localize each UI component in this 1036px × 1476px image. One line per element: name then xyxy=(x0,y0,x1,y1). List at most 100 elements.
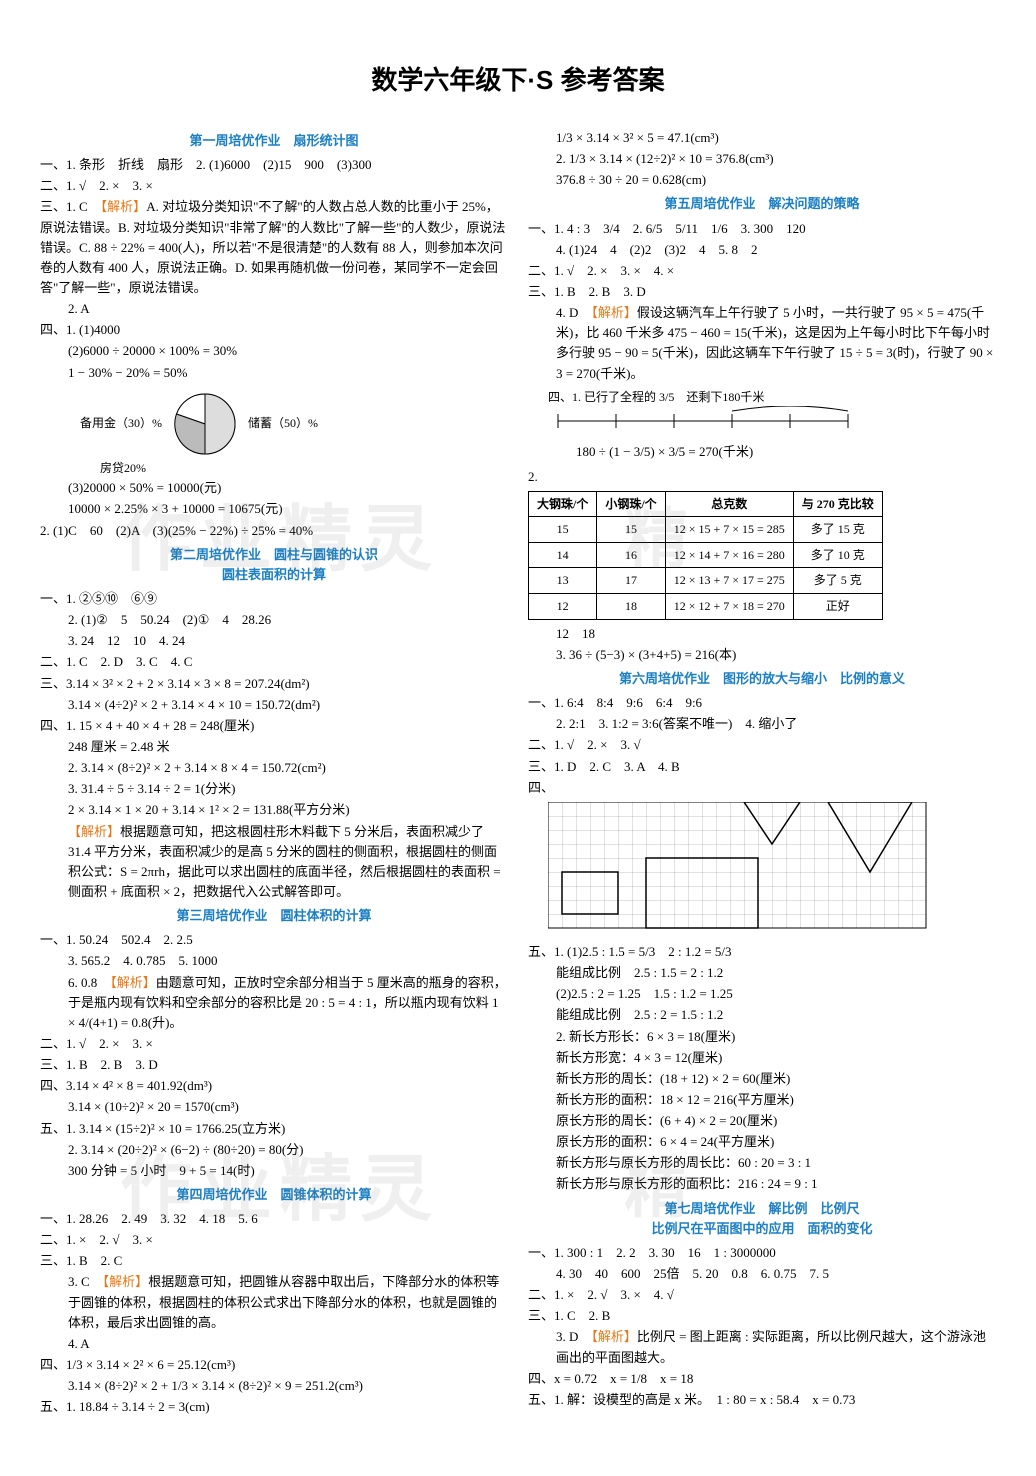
table-cell: 14 xyxy=(529,542,597,568)
text-line: 新长方形与原长方形的周长比：60 : 20 = 3 : 1 xyxy=(528,1153,996,1173)
table-cell: 15 xyxy=(529,517,597,543)
text-line: 三、1. D 2. C 3. A 4. B xyxy=(528,757,996,777)
text-line: 三、1. C 2. B xyxy=(528,1306,996,1326)
text-line: 原长方形的面积：6 × 4 = 24(平方厘米) xyxy=(528,1132,996,1152)
text-line: 三、3.14 × 3² × 2 + 2 × 3.14 × 3 × 8 = 207… xyxy=(40,674,508,694)
text-line: 四、x = 0.72 x = 1/8 x = 18 xyxy=(528,1369,996,1389)
week2-header: 第二周培优作业 圆柱与圆锥的认识 圆柱表面积的计算 xyxy=(40,545,508,585)
text-line: 五、1. (1)2.5 : 1.5 = 5/3 2 : 1.2 = 5/3 xyxy=(528,942,996,962)
text-line: 二、1. C 2. D 3. C 4. C xyxy=(40,652,508,672)
text-line: 五、1. 3.14 × (15÷2)² × 10 = 1766.25(立方米) xyxy=(40,1119,508,1139)
content-columns: 第一周培优作业 扇形统计图 一、1. 条形 折线 扇形 2. (1)6000 (… xyxy=(40,127,996,1418)
text-line: 3. D 【解析】比例尺 = 图上距离 : 实际距离，所以比例尺越大，这个游泳池… xyxy=(528,1327,996,1367)
text-line: 一、1. 6:4 8:4 9:6 6:4 9:6 xyxy=(528,693,996,713)
analysis-label: 【解析】 xyxy=(110,975,156,990)
table-cell: 15 xyxy=(597,517,665,543)
text-line: 3.14 × (8÷2)² × 2 + 1/3 × 3.14 × (8÷2)² … xyxy=(40,1376,508,1396)
text-line: 一、1. 300 : 1 2. 2 3. 30 16 1 : 3000000 xyxy=(528,1243,996,1263)
text-line: 一、1. 28.26 2. 49 3. 32 4. 18 5. 6 xyxy=(40,1209,508,1229)
text-line: 一、1. 50.24 502.4 2. 2.5 xyxy=(40,930,508,950)
text: 三、1. C xyxy=(40,199,101,214)
text-line: 能组成比例 2.5 : 1.5 = 2 : 1.2 xyxy=(528,963,996,983)
steel-ball-table: 大钢珠/个 小钢珠/个 总克数 与 270 克比较 15 15 12 × 15 … xyxy=(528,491,883,620)
nl-calc: 180 ÷ (1 − 3/5) × 3/5 = 270(千米) xyxy=(548,442,996,462)
text-line: 四、3.14 × 4² × 8 = 401.92(dm³) xyxy=(40,1076,508,1096)
text-line: 2. 1/3 × 3.14 × (12÷2)² × 10 = 376.8(cm³… xyxy=(528,149,996,169)
text-line: 3. 31.4 ÷ 5 ÷ 3.14 ÷ 2 = 1(分米) xyxy=(40,779,508,799)
text-line: 300 分钟 = 5 小时 9 + 5 = 14(时) xyxy=(40,1161,508,1181)
grid-svg xyxy=(548,802,928,932)
grid-diagram xyxy=(548,802,996,938)
text-line: 2. 3.14 × (20÷2)² × (6−2) ÷ (80÷20) = 80… xyxy=(40,1140,508,1160)
text-line: 三、1. B 2. C xyxy=(40,1251,508,1271)
text-line: 2. (1)② 5 50.24 (2)① 4 28.26 xyxy=(40,610,508,630)
text-line: 2 × 3.14 × 1 × 20 + 3.14 × 1² × 2 = 131.… xyxy=(40,800,508,820)
table-cell: 12 × 14 + 7 × 16 = 280 xyxy=(665,542,793,568)
text-line: 10000 × 2.25% × 3 + 10000 = 10675(元) xyxy=(40,499,508,519)
analysis-label: 【解析】 xyxy=(591,1329,637,1344)
text-line: 一、1. 4 : 3 3/4 2. 6/5 5/11 1/6 3. 300 12… xyxy=(528,219,996,239)
text-line: 二、1. √ 2. × 3. × 4. × xyxy=(528,261,996,281)
text-line: 新长方形与原长方形的面积比：216 : 24 = 9 : 1 xyxy=(528,1174,996,1194)
text-line: 2. xyxy=(528,467,996,487)
text-line: 四、1/3 × 3.14 × 2² × 6 = 25.12(cm³) xyxy=(40,1355,508,1375)
table-row: 14 16 12 × 14 + 7 × 16 = 280 多了 10 克 xyxy=(529,542,883,568)
text-line: 2. 2:1 3. 1:2 = 3:6(答案不唯一) 4. 缩小了 xyxy=(528,714,996,734)
text-line: 2. 新长方形长：6 × 3 = 18(厘米) xyxy=(528,1027,996,1047)
table-header: 小钢珠/个 xyxy=(597,491,665,517)
text: 4. D xyxy=(556,305,591,320)
table-cell: 多了 15 克 xyxy=(793,517,882,543)
text-line: 12 18 xyxy=(528,624,996,644)
text-line: 四、1. (1)4000 xyxy=(40,320,508,340)
table-cell: 12 × 13 + 7 × 17 = 275 xyxy=(665,568,793,594)
left-column: 第一周培优作业 扇形统计图 一、1. 条形 折线 扇形 2. (1)6000 (… xyxy=(40,127,508,1418)
text: 3. C xyxy=(68,1274,103,1289)
text-line: 3.14 × (4÷2)² × 2 + 3.14 × 4 × 10 = 150.… xyxy=(40,695,508,715)
week3-header: 第三周培优作业 圆柱体积的计算 xyxy=(40,906,508,926)
text-line: 1 − 30% − 20% = 50% xyxy=(40,363,508,383)
week7-header: 第七周培优作业 解比例 比例尺 比例尺在平面图中的应用 面积的变化 xyxy=(528,1199,996,1239)
analysis-label: 【解析】 xyxy=(68,824,120,839)
text-line: 4. 30 40 600 25倍 5. 20 0.8 6. 0.75 7. 5 xyxy=(528,1264,996,1284)
page-title: 数学六年级下·S 参考答案 xyxy=(40,60,996,97)
table-row: 15 15 12 × 15 + 7 × 15 = 285 多了 15 克 xyxy=(529,517,883,543)
week6-header: 第六周培优作业 图形的放大与缩小 比例的意义 xyxy=(528,669,996,689)
text-line: 二、1. × 2. √ 3. × xyxy=(40,1230,508,1250)
table-cell: 18 xyxy=(597,594,665,620)
analysis-label: 【解析】 xyxy=(101,199,147,214)
text-line: 二、1. √ 2. × 3. × xyxy=(40,176,508,196)
analysis-label: 【解析】 xyxy=(103,1274,149,1289)
week5-header: 第五周培优作业 解决问题的策略 xyxy=(528,194,996,214)
text-line: 二、1. √ 2. × 3. √ xyxy=(528,735,996,755)
text-line: 三、1. C 【解析】A. 对垃圾分类知识"不了解"的人数占总人数的比重小于 2… xyxy=(40,197,508,298)
text-line: 能组成比例 2.5 : 2 = 1.5 : 1.2 xyxy=(528,1005,996,1025)
text-line: 二、1. √ 2. × 3. × xyxy=(40,1034,508,1054)
table-row: 13 17 12 × 13 + 7 × 17 = 275 多了 5 克 xyxy=(529,568,883,594)
pie-label-a: 备用金（30）% xyxy=(80,414,162,433)
nl-label: 已行了全程的 3/5 xyxy=(584,390,674,404)
text-line: 2. 3.14 × (8÷2)² × 2 + 3.14 × 8 × 4 = 15… xyxy=(40,758,508,778)
number-line-diagram: 四、1. 已行了全程的 3/5 还剩下180千米 180 ÷ (1 − 3/5)… xyxy=(548,388,996,463)
table-cell: 12 xyxy=(529,594,597,620)
text-line: 4. A xyxy=(40,1334,508,1354)
pie-chart: 备用金（30）% 储蓄（50）% xyxy=(80,389,508,459)
analysis-label: 【解析】 xyxy=(591,305,637,320)
pie-svg xyxy=(170,389,240,459)
text-line: 1/3 × 3.14 × 3² × 5 = 47.1(cm³) xyxy=(528,128,996,148)
table-cell: 多了 10 克 xyxy=(793,542,882,568)
text-line: 一、1. ②⑤⑩ ⑥⑨ xyxy=(40,589,508,609)
text-line: (3)20000 × 50% = 10000(元) xyxy=(40,478,508,498)
text-line: 新长方形的周长：(18 + 12) × 2 = 60(厘米) xyxy=(528,1069,996,1089)
text-line: 3. C 【解析】根据题意可知，把圆锥从容器中取出后，下降部分水的体积等于圆锥的… xyxy=(40,1272,508,1332)
table-cell: 16 xyxy=(597,542,665,568)
table-cell: 正好 xyxy=(793,594,882,620)
text-line: 二、1. × 2. √ 3. × 4. √ xyxy=(528,1285,996,1305)
number-line-svg xyxy=(548,406,868,436)
week4-header: 第四周培优作业 圆锥体积的计算 xyxy=(40,1185,508,1205)
table-header: 总克数 xyxy=(665,491,793,517)
pie-label-c: 房贷20% xyxy=(100,459,508,478)
table-header-row: 大钢珠/个 小钢珠/个 总克数 与 270 克比较 xyxy=(529,491,883,517)
text-line: 6. 0.8 【解析】由题意可知，正放时空余部分相当于 5 厘米高的瓶身的容积，… xyxy=(40,973,508,1033)
text-line: 四、1. 15 × 4 + 40 × 4 + 28 = 248(厘米) xyxy=(40,716,508,736)
text: 6. 0.8 xyxy=(68,975,110,990)
